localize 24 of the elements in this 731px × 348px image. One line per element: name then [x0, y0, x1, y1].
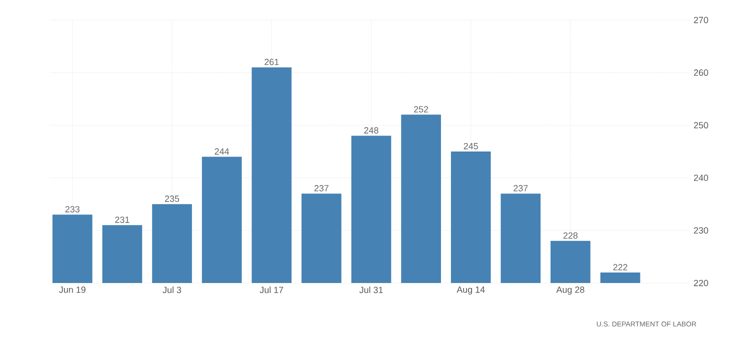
data-label: 231 — [115, 216, 130, 223]
data-label: 252 — [414, 106, 428, 112]
data-label: 228 — [563, 232, 578, 239]
x-tick-label: Jun 19 — [59, 286, 86, 293]
data-label: 248 — [364, 127, 378, 134]
x-tick-label: Jul 3 — [162, 286, 182, 294]
x-tick-label: Jul 31 — [359, 286, 383, 294]
data-label: 222 — [613, 264, 628, 270]
x-tick-label: Jul 17 — [260, 286, 284, 294]
data-label: 233 — [65, 206, 80, 212]
y-tick-label: 250 — [694, 122, 708, 128]
x-tick-label: Aug 14 — [456, 286, 485, 295]
y-tick-label: 230 — [694, 227, 708, 234]
data-label: 237 — [314, 185, 328, 192]
y-tick-label: 220 — [694, 280, 708, 286]
y-tick-label: 240 — [694, 174, 708, 181]
data-label: 244 — [214, 148, 230, 155]
data-label: 261 — [264, 58, 279, 66]
data-label: 235 — [165, 196, 180, 202]
y-tick-label: 260 — [694, 69, 708, 76]
x-tick-label: Aug 28 — [556, 286, 584, 295]
y-tick-label: 270 — [694, 16, 708, 24]
data-label: 237 — [514, 185, 528, 192]
data-label: 245 — [464, 142, 478, 150]
